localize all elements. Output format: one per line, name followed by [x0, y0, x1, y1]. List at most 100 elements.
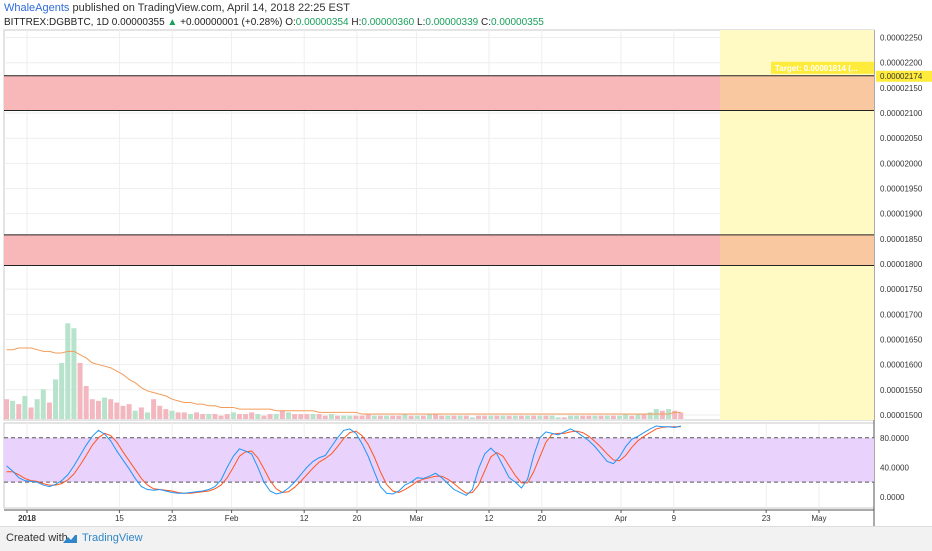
volume-bar — [77, 362, 83, 419]
volume-bar — [623, 414, 629, 419]
volume-bar — [469, 417, 475, 419]
chart-header-title: WhaleAgents published on TradingView.com… — [4, 2, 350, 14]
footer-bar: Created with TradingView — [0, 526, 932, 551]
volume-bar — [604, 415, 610, 419]
close-value: 0.00000355 — [490, 17, 544, 28]
target-label: Target: 0.00001814 (... — [775, 64, 858, 73]
volume-bar — [384, 415, 390, 419]
high-value: 0.00000360 — [361, 17, 415, 28]
chart-canvas[interactable]: 0.00002250 0.00002200 0.00002150 0.00002100… — [0, 0, 932, 526]
lower-resistance-zone — [4, 234, 720, 266]
price-tick-label: 0.00001550 — [880, 386, 923, 395]
volume-bar — [310, 414, 316, 419]
volume-bar — [126, 404, 132, 419]
volume-bar — [187, 414, 193, 419]
volume-bar — [224, 414, 230, 419]
volume-bar — [445, 415, 451, 419]
volume-bar — [371, 415, 377, 419]
volume-bar — [4, 399, 9, 419]
volume-bar — [488, 415, 494, 419]
volume-bar — [678, 412, 684, 419]
volume-bar — [414, 415, 420, 419]
volume-bar — [34, 399, 40, 419]
time-tick-label: 20 — [353, 514, 362, 523]
volume-bar — [59, 362, 65, 419]
volume-bar — [659, 410, 665, 419]
volume-bar — [347, 415, 353, 419]
volume-bar — [396, 415, 402, 419]
upper-resistance-zone — [4, 75, 720, 111]
volume-bar — [365, 414, 371, 419]
volume-bar — [555, 417, 561, 419]
volume-bar — [157, 405, 163, 419]
volume-bar — [506, 415, 512, 419]
volume-bar — [408, 415, 414, 419]
volume-bar — [457, 415, 463, 419]
volume-bar — [151, 399, 157, 419]
volume-bar — [28, 407, 34, 419]
close-label: C: — [480, 17, 491, 28]
volume-bar — [89, 399, 95, 419]
price-tick-label: 0.00001750 — [880, 285, 923, 294]
volume-bar — [494, 415, 500, 419]
symbol-ohlc-bar: BITTREX:DGBBTC, 1D 0.00000355 ▲ +0.00000… — [4, 17, 544, 28]
author-link[interactable]: WhaleAgents — [4, 2, 70, 14]
stoch-d-line — [6, 426, 681, 494]
volume-bar — [243, 414, 249, 419]
volume-bar — [298, 414, 304, 419]
volume-bar — [629, 415, 635, 419]
price-tick-label: 0.00002200 — [880, 59, 923, 68]
volume-bar — [169, 410, 175, 419]
volume-bar — [194, 412, 200, 419]
stoch-band-fill — [4, 437, 874, 483]
volume-bar — [353, 415, 359, 419]
up-arrow-icon: ▲ — [167, 17, 178, 28]
price-tick-label: 0.00002250 — [880, 34, 923, 43]
volume-bar — [377, 415, 383, 419]
time-tick-label: May — [811, 514, 826, 523]
volume-bar — [10, 400, 16, 419]
created-with-label: Created with — [6, 532, 68, 544]
price-tick-label: 0.00001700 — [880, 310, 923, 319]
stoch-k-line — [6, 425, 681, 497]
volume-bar — [230, 412, 236, 419]
price-marker-label: 0.00002174 — [880, 72, 923, 81]
price-tick-label: 0.00001600 — [880, 361, 923, 370]
volume-bar — [463, 415, 469, 419]
time-tick-label: 20 — [537, 514, 546, 523]
stoch-tick-label: 80.0000 — [880, 434, 909, 443]
volume-bar — [586, 415, 592, 419]
volume-bar — [181, 412, 187, 419]
time-tick-label: 15 — [115, 514, 124, 523]
volume-bar — [249, 412, 255, 419]
volume-bar — [390, 415, 396, 419]
volume-bar — [592, 415, 598, 419]
volume-bar — [71, 328, 77, 419]
volume-bar — [518, 415, 524, 419]
volume-bar — [83, 386, 89, 419]
volume-bar — [641, 414, 647, 419]
price-tick-label: 0.00002050 — [880, 134, 923, 143]
price-marker-box — [876, 70, 932, 82]
volume-bar — [95, 400, 101, 419]
price-tick-label: 0.00002100 — [880, 109, 923, 118]
volume-bar — [267, 414, 273, 419]
volume-bar — [426, 414, 432, 419]
volume-bar — [200, 414, 206, 419]
time-tick-label: 12 — [300, 514, 309, 523]
volume-bar — [328, 414, 334, 419]
last-price: 0.00000355 — [111, 17, 165, 28]
volume-bar — [598, 415, 604, 419]
volume-bar — [120, 405, 126, 419]
volume-bar — [163, 409, 169, 419]
publish-info: published on TradingView.com, April 14, … — [72, 2, 350, 14]
volume-bar — [108, 399, 114, 419]
tradingview-link[interactable]: TradingView — [82, 532, 143, 544]
stoch-tick-label: 0.0000 — [880, 493, 905, 502]
upper-resistance-zone-projection — [720, 75, 874, 111]
low-label: L: — [417, 17, 426, 28]
volume-bar — [279, 410, 285, 419]
volume-bar — [144, 412, 150, 419]
time-tick-label: Feb — [225, 514, 239, 523]
volume-bar — [476, 415, 482, 419]
